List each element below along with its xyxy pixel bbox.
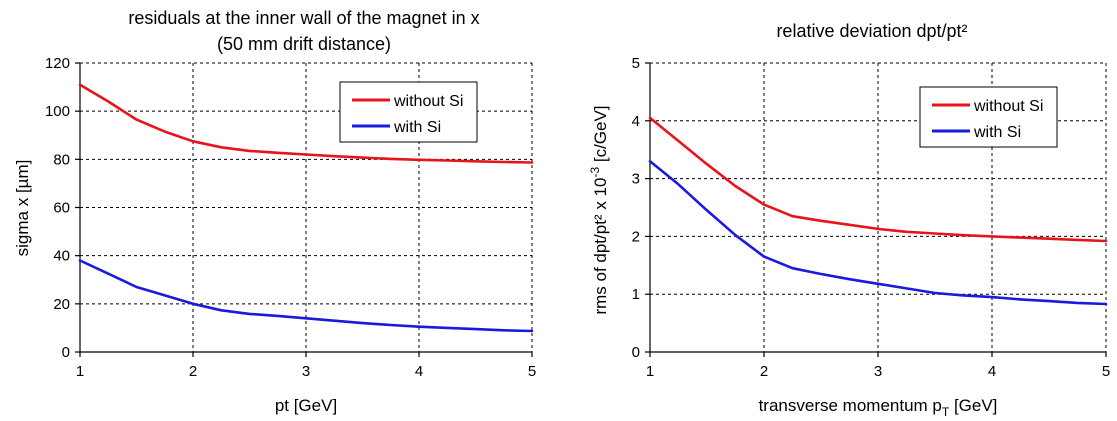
legend-label-without-si: without Si — [393, 93, 463, 110]
legend-label-with-si: with Si — [393, 119, 441, 136]
x-axis-label-subscript: T — [942, 405, 950, 419]
y-axis-label: sigma x [µm] — [13, 160, 32, 257]
legend-label-without-si: without Si — [973, 98, 1043, 115]
chart-title-line-1: relative deviation dpt/pt² — [776, 21, 967, 41]
legend-box — [339, 81, 478, 143]
x-tick-label: 5 — [1102, 363, 1110, 380]
y-tick-label: 120 — [45, 55, 70, 72]
x-axis-label-main: transverse momentum p — [759, 396, 942, 415]
x-tick-label: 4 — [415, 363, 423, 380]
legend: without Si with Si — [919, 86, 1058, 148]
y-tick-label: 3 — [632, 171, 640, 188]
y-tick-label: 0 — [632, 344, 640, 361]
y-axis-label-unit: [c/GeV] — [591, 105, 610, 166]
x-tick-label: 1 — [646, 363, 654, 380]
series-line-with-si — [648, 160, 1108, 306]
x-tick-label: 3 — [302, 363, 310, 380]
y-tick-label: 4 — [632, 113, 640, 130]
x-axis-label-unit: [GeV] — [949, 396, 997, 415]
y-tick-label: 1 — [632, 286, 640, 303]
y-axis-label: rms of dpt/pt² x 10-3 [c/GeV] — [588, 105, 610, 314]
y-tick-label: 5 — [632, 55, 640, 72]
legend-label-with-si: with Si — [973, 124, 1021, 141]
series-line-without-si — [648, 116, 1108, 243]
y-tick-label: 2 — [632, 228, 640, 245]
x-tick-label: 3 — [874, 363, 882, 380]
y-tick-label: 60 — [53, 200, 70, 217]
chart-residuals: residuals at the inner wall of the magne… — [13, 8, 536, 415]
x-tick-label: 2 — [189, 363, 197, 380]
series-layer — [648, 116, 1108, 306]
chart-title-line-2: (50 mm drift distance) — [217, 34, 391, 54]
y-tick-label: 40 — [53, 248, 70, 265]
chart-title-line-1: residuals at the inner wall of the magne… — [128, 8, 479, 28]
y-axis-label-main: rms of dpt/pt² x 10 — [591, 178, 610, 315]
ticks: 0 20 40 60 80 100 120 1 2 3 4 5 — [45, 55, 536, 380]
y-tick-label: 100 — [45, 103, 70, 120]
y-tick-label: 80 — [53, 151, 70, 168]
y-tick-label: 0 — [62, 344, 70, 361]
x-tick-label: 2 — [760, 363, 768, 380]
x-axis-label: transverse momentum pT [GeV] — [759, 396, 998, 419]
y-tick-label: 20 — [53, 296, 70, 313]
x-tick-label: 5 — [528, 363, 536, 380]
x-tick-label: 1 — [76, 363, 84, 380]
x-axis-label: pt [GeV] — [275, 396, 337, 415]
y-axis-label-superscript: -3 — [588, 167, 602, 178]
series-layer — [78, 83, 534, 333]
legend: without Si with Si — [339, 81, 478, 143]
series-line-with-si — [78, 259, 534, 333]
legend-box — [919, 86, 1058, 148]
x-tick-label: 4 — [988, 363, 996, 380]
series-line-without-si — [78, 83, 534, 164]
